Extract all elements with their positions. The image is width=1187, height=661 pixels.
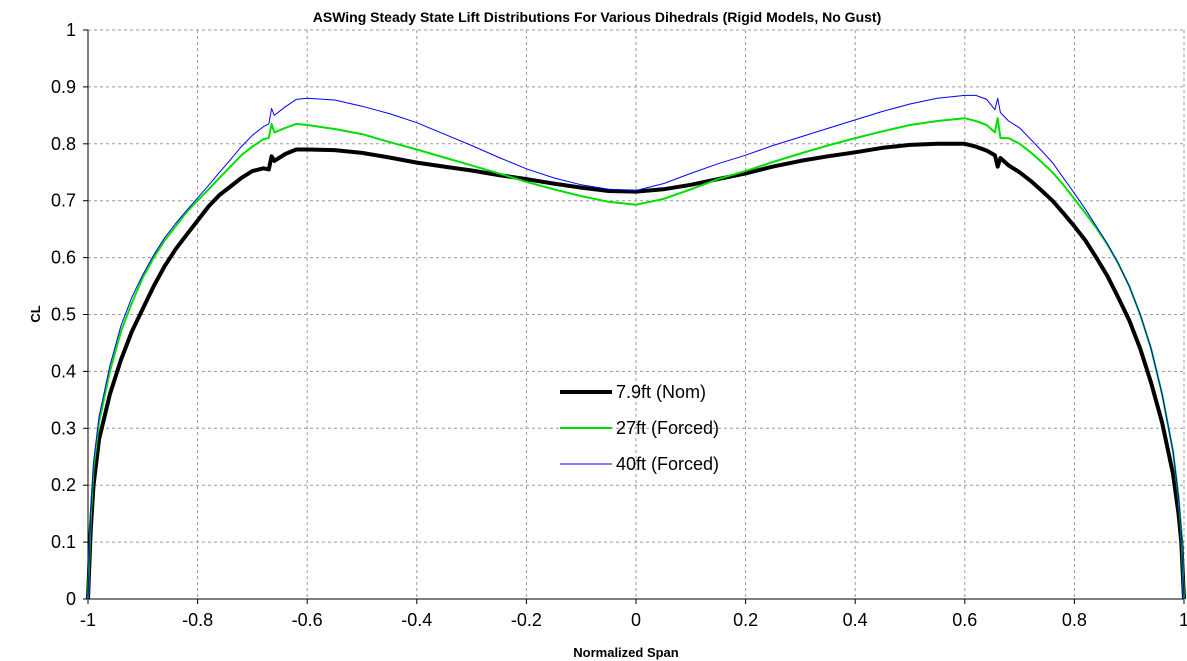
x-tick-label: -0.6: [292, 610, 323, 630]
gridlines: [88, 29, 1185, 599]
x-axis-label: Normalized Span: [573, 645, 679, 660]
x-tick-label: -0.4: [401, 610, 432, 630]
x-tick-label: 0.6: [952, 610, 977, 630]
x-axis-ticks: -1 -0.8 -0.6 -0.4 -0.2 0 0.2 0.4 0.6 0.8 1: [80, 599, 1187, 630]
x-tick-label: 0.2: [733, 610, 758, 630]
legend-label-3: 40ft (Forced): [616, 454, 719, 474]
y-tick-label: 0.3: [51, 418, 76, 438]
x-tick-label: -0.2: [511, 610, 542, 630]
y-tick-label: 0.7: [51, 191, 76, 211]
x-tick-label: 0: [631, 610, 641, 630]
series-line-2: [87, 117, 1185, 600]
y-tick-label: 1: [66, 20, 76, 40]
y-tick-label: 0.1: [51, 532, 76, 552]
series-lines: [86, 94, 1186, 600]
chart-title: ASWing Steady State Lift Distributions F…: [313, 9, 881, 25]
legend-label-1: 7.9ft (Nom): [616, 382, 706, 402]
series-line-1: [86, 141, 1186, 600]
y-tick-label: 0.6: [51, 248, 76, 268]
y-tick-label: 0.5: [51, 305, 76, 325]
y-tick-label: 0.2: [51, 475, 76, 495]
y-tick-label: 0.4: [51, 361, 76, 381]
x-tick-label: 0.4: [843, 610, 868, 630]
x-tick-label: 1: [1179, 610, 1187, 630]
y-axis-label: CL: [28, 305, 43, 322]
y-tick-label: 0.8: [51, 134, 76, 154]
series-line-3: [87, 94, 1185, 600]
y-tick-label: 0: [66, 589, 76, 609]
x-tick-label: 0.8: [1062, 610, 1087, 630]
legend: 7.9ft (Nom) 27ft (Forced) 40ft (Forced): [560, 382, 719, 474]
y-axis-ticks: 0 0.1 0.2 0.3 0.4 0.5 0.6 0.7 0.8 0.9 1: [51, 20, 88, 609]
y-tick-label: 0.9: [51, 77, 76, 97]
legend-label-2: 27ft (Forced): [616, 418, 719, 438]
x-tick-label: -1: [80, 610, 96, 630]
x-tick-label: -0.8: [182, 610, 213, 630]
